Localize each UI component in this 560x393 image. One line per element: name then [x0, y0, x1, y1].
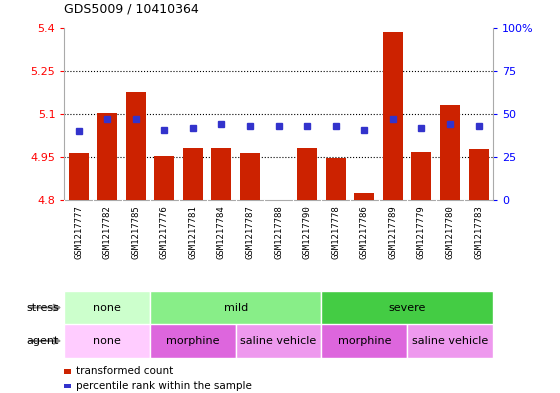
Bar — [97, 113, 117, 200]
Text: saline vehicle: saline vehicle — [240, 336, 317, 346]
Bar — [69, 153, 88, 200]
Text: saline vehicle: saline vehicle — [412, 336, 488, 346]
Text: severe: severe — [389, 303, 426, 312]
Bar — [240, 153, 260, 200]
Bar — [383, 32, 403, 200]
Text: GSM1217783: GSM1217783 — [474, 205, 483, 259]
Text: GSM1217789: GSM1217789 — [388, 205, 398, 259]
Text: GSM1217788: GSM1217788 — [274, 205, 283, 259]
Bar — [407, 324, 493, 358]
Bar — [354, 193, 374, 200]
Text: GSM1217778: GSM1217778 — [331, 205, 340, 259]
Text: GSM1217781: GSM1217781 — [188, 205, 198, 259]
Text: GSM1217787: GSM1217787 — [245, 205, 255, 259]
Text: none: none — [94, 336, 121, 346]
Bar — [64, 324, 150, 358]
Text: agent: agent — [26, 336, 59, 346]
Bar — [126, 92, 146, 200]
Text: morphine: morphine — [166, 336, 220, 346]
Text: GSM1217779: GSM1217779 — [417, 205, 426, 259]
Bar — [326, 158, 346, 200]
Bar — [236, 324, 321, 358]
Text: stress: stress — [26, 303, 59, 312]
Bar — [321, 324, 407, 358]
Text: transformed count: transformed count — [76, 366, 173, 376]
Bar — [212, 148, 231, 200]
Text: morphine: morphine — [338, 336, 391, 346]
Bar — [155, 156, 174, 200]
Bar — [412, 152, 431, 200]
Bar — [321, 291, 493, 324]
Text: GSM1217785: GSM1217785 — [131, 205, 141, 259]
Text: GSM1217780: GSM1217780 — [445, 205, 455, 259]
Bar — [440, 105, 460, 200]
Text: GSM1217790: GSM1217790 — [302, 205, 312, 259]
Text: GSM1217786: GSM1217786 — [360, 205, 369, 259]
Text: mild: mild — [223, 303, 248, 312]
Text: none: none — [94, 303, 121, 312]
Text: GDS5009 / 10410364: GDS5009 / 10410364 — [64, 3, 199, 16]
Bar — [150, 291, 321, 324]
Bar — [297, 148, 317, 200]
Bar — [64, 291, 150, 324]
Text: GSM1217784: GSM1217784 — [217, 205, 226, 259]
Text: GSM1217777: GSM1217777 — [74, 205, 83, 259]
Text: GSM1217782: GSM1217782 — [102, 205, 112, 259]
Bar — [150, 324, 236, 358]
Text: GSM1217776: GSM1217776 — [160, 205, 169, 259]
Text: percentile rank within the sample: percentile rank within the sample — [76, 381, 251, 391]
Bar — [183, 148, 203, 200]
Bar — [469, 149, 488, 200]
